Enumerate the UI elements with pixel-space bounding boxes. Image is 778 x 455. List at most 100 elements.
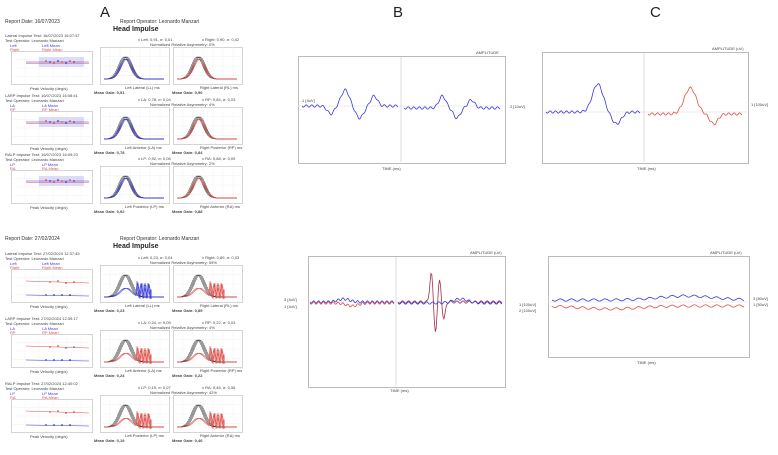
scale-label: 2 [100uV] (519, 308, 537, 313)
legend-entry: RP (10, 107, 16, 112)
legend-entry: LP Mean (42, 391, 58, 396)
asymmetry: Normalized Relative Asymmetry: 42% (150, 390, 217, 395)
peak-velocity-label: Peak Velocity (deg/s) (30, 369, 68, 374)
report-title: Head Impulse (113, 243, 159, 250)
legend-entry: Left (10, 261, 17, 266)
legend-entry: Left Mean (42, 43, 60, 48)
test-timestamp: LARP Impulse Test: 27/02/2024 12:39:17 (5, 316, 78, 321)
scale-label: 3 [80uV] (753, 296, 768, 301)
left-stats: x LP: 0,92, σ: 0,06 (138, 156, 171, 161)
right-velocity-plot (173, 107, 243, 145)
peak-velocity-label: Peak Velocity (deg/s) (30, 205, 68, 210)
x-axis-label: Right Lateral (RL) ms (200, 303, 239, 308)
asymmetry: Normalized Relative Asymmetry: 0% (150, 42, 215, 47)
legend-entry: RA Mean (42, 166, 59, 171)
left-velocity-plot (100, 47, 170, 85)
asymmetry: Normalized Relative Asymmetry: 2% (150, 161, 215, 166)
legend-entry: Right Mean (42, 265, 63, 270)
gain-scatter-plot (11, 399, 93, 433)
gain-scatter-plot (11, 269, 93, 303)
legend-entry: LP Mean (42, 162, 58, 167)
x-axis-label: Left Anterior (LA) ms (125, 145, 162, 150)
legend-entry: LA Mean (42, 326, 58, 331)
test-operator: Test Operator: Leonardo Manzari (5, 256, 64, 261)
vemp-trace (301, 88, 399, 120)
test-timestamp: LARP Impulse Test: 16/07/2023 16:08:41 (5, 93, 78, 98)
right-velocity-plot (173, 265, 243, 303)
scale-label: 2 [10uV] (510, 104, 525, 109)
vemp-trace (551, 294, 745, 302)
peak-velocity-label: Peak Velocity (deg/s) (30, 146, 68, 151)
vemp-trace (551, 304, 745, 311)
vemp-c-top-panel (542, 52, 749, 164)
scale-label: 1 [4uV] (284, 304, 297, 309)
vemp-c-bottom-traces (548, 294, 748, 311)
mean-gain: Mean Gain: 0,91 (94, 90, 125, 95)
right-stats: x Right: 0,89, σ: 0,03 (202, 255, 240, 260)
mean-gain: Mean Gain: 0,23 (94, 308, 125, 313)
x-axis-label: Right Posterior (RP) ms (200, 368, 243, 373)
vemp-b-top-panel (298, 56, 506, 164)
x-axis-label: Left Lateral (LL) ms (125, 85, 160, 90)
x-axis-label: Right Posterior (RP) ms (200, 145, 243, 150)
right-stats: x RP: 0,22, σ: 0,03 (202, 320, 236, 325)
mean-gain: Mean Gain: 0,88 (172, 209, 203, 214)
right-stats: x Right: 0,90, σ: 0,02 (202, 37, 240, 42)
time-axis-label: TIME (ms) (637, 166, 656, 171)
right-velocity-plot (173, 330, 243, 368)
panel-label-c: C (650, 4, 661, 21)
asymmetry: Normalized Relative Asymmetry: 4% (150, 325, 215, 330)
vemp-trace (545, 83, 641, 125)
report-date: Report Date: 27/02/2024 (5, 236, 60, 242)
legend-entry: Right Mean (42, 47, 63, 52)
report-title: Head Impulse (113, 26, 159, 33)
legend-entry: RA Mean (42, 395, 59, 400)
test-timestamp: RALP Impulse Test: 27/02/2024 12:40:02 (5, 381, 78, 386)
amplitude-label: AMPLITUDE (uV) (470, 250, 502, 255)
legend-entry: RP Mean (42, 330, 59, 335)
legend-entry: RP Mean (42, 107, 59, 112)
vemp-trace (309, 301, 395, 308)
left-stats: x LA: 0,78, σ: 0,04 (138, 97, 171, 102)
test-operator: Test Operator: Leonardo Manzari (5, 38, 64, 43)
left-velocity-plot (100, 395, 170, 433)
peak-velocity-label: Peak Velocity (deg/s) (30, 304, 68, 309)
amplitude-label: AMPLITUDE (uV) (710, 250, 742, 255)
left-velocity-plot (100, 330, 170, 368)
amplitude-label: AMPLITUDE (uV) (712, 46, 744, 51)
left-stats: x LP: 0,19, σ: 0,07 (138, 385, 171, 390)
right-velocity-plot (173, 166, 243, 204)
right-velocity-plot (173, 395, 243, 433)
test-operator: Test Operator: Leonardo Manzari (5, 386, 64, 391)
report-operator: Report Operator: Leonardo Manzari (120, 19, 200, 25)
mean-gain: Mean Gain: 0,89 (172, 308, 203, 313)
asymmetry: Normalized Relative Asymmetry: 59% (150, 260, 217, 265)
gain-scatter-plot (11, 111, 93, 145)
test-timestamp: RALP Impulse Test: 16/07/2023 16:09:23 (5, 152, 78, 157)
asymmetry: Normalized Relative Asymmetry: 4% (150, 102, 215, 107)
panel-label-b: B (393, 4, 404, 21)
vemp-trace (397, 297, 503, 305)
scale-label: 1 [100uV] (519, 302, 537, 307)
time-axis-label: TIME (ms) (637, 360, 656, 365)
vemp-trace (647, 86, 743, 126)
legend-entry: Left Mean (42, 261, 60, 266)
mean-gain: Mean Gain: 0,92 (94, 209, 125, 214)
mean-gain: Mean Gain: 0,46 (172, 438, 203, 443)
legend-entry: LA (10, 326, 15, 331)
vemp-b-top-traces (298, 56, 504, 162)
test-timestamp: Lateral Impulse Test: 27/02/2024 12:37:4… (5, 251, 80, 256)
gain-scatter-plot (11, 170, 93, 204)
mean-gain: Mean Gain: 0,19 (94, 438, 125, 443)
peak-velocity-label: Peak Velocity (deg/s) (30, 434, 68, 439)
x-axis-label: Right Anterior (RA) ms (200, 204, 241, 209)
legend-entry: Right (10, 47, 20, 52)
gain-scatter-plot (11, 51, 93, 85)
scale-label: 1 [4uV] (302, 98, 315, 103)
x-axis-label: Left Posterior (LP) ms (125, 433, 164, 438)
report-date: Report Date: 16/07/2023 (5, 19, 60, 25)
vemp-trace (309, 297, 395, 304)
right-stats: x RP: 0,84, σ: 0,03 (202, 97, 236, 102)
test-operator: Test Operator: Leonardo Manzari (5, 98, 64, 103)
test-timestamp: Lateral Impulse Test: 16/07/2023 16:07:5… (5, 33, 80, 38)
